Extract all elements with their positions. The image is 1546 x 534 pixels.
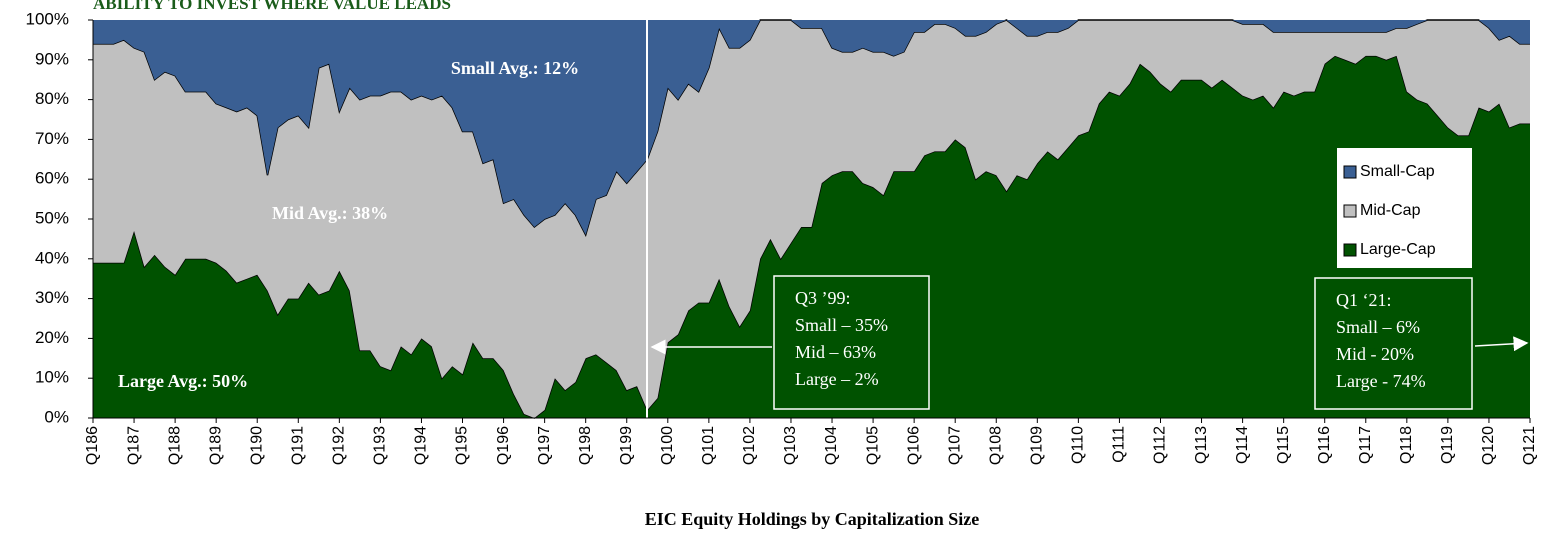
x-tick-label: Q195 (454, 426, 471, 465)
callout-text: Large – 2% (795, 369, 879, 389)
x-tick-label: Q108 (987, 426, 1004, 465)
x-tick-label: Q117 (1357, 426, 1374, 464)
y-tick-label: 70% (35, 129, 69, 148)
plot-area (93, 19, 1530, 419)
x-axis-title: EIC Equity Holdings by Capitalization Si… (645, 509, 980, 529)
area (93, 55, 1530, 418)
callout-box (773, 275, 930, 410)
x-tick-label: Q191 (290, 426, 307, 465)
annotation: Large Avg.: 50% (118, 371, 248, 391)
x-tick-label: Q102 (741, 426, 758, 465)
x-tick-label: Q187 (125, 426, 142, 465)
y-tick-label: 100% (26, 9, 69, 28)
x-tick-label: Q192 (331, 426, 348, 465)
legend-label: Mid-Cap (1360, 202, 1421, 219)
x-tick-label: Q190 (248, 426, 265, 465)
y-tick-label: 20% (35, 328, 69, 347)
x-tick-label: Q194 (413, 426, 430, 465)
chart-title: ABILITY TO INVEST WHERE VALUE LEADS (93, 0, 451, 13)
x-tick-label: Q199 (618, 426, 635, 465)
x-tick-label: Q186 (84, 426, 101, 465)
x-tick-label: Q189 (207, 426, 224, 465)
area (93, 20, 1530, 235)
y-tick-label: 10% (35, 368, 69, 387)
callout-box (1314, 277, 1473, 410)
annotation: Mid Avg.: 38% (272, 203, 388, 223)
callout-text: Mid - 20% (1336, 344, 1414, 364)
y-tick-label: 50% (35, 208, 69, 227)
callout-text: Q3 ’99: (795, 288, 851, 308)
area (93, 20, 1530, 418)
x-tick-label: Q100 (659, 426, 676, 465)
x-tick-label: Q120 (1480, 426, 1497, 465)
callout-text: Large - 74% (1336, 371, 1426, 391)
x-tick-label: Q114 (1234, 426, 1251, 464)
x-tick-label: Q197 (536, 426, 553, 465)
legend (1337, 148, 1472, 268)
x-tick-label: Q106 (905, 426, 922, 465)
x-tick-label: Q104 (823, 426, 840, 465)
y-tick-label: 80% (35, 89, 69, 108)
legend-swatch (1343, 165, 1357, 179)
x-tick-label: Q188 (166, 426, 183, 465)
callout-text: Small – 6% (1336, 317, 1420, 337)
callout-text: Mid – 63% (795, 342, 876, 362)
legend-label: Small-Cap (1360, 163, 1435, 180)
x-tick-label: Q109 (1029, 426, 1046, 465)
y-tick-label: 30% (35, 288, 69, 307)
y-tick-label: 60% (35, 169, 69, 188)
x-tick-label: Q111 (1111, 426, 1128, 463)
y-tick-label: 40% (35, 248, 69, 267)
x-tick-label: Q107 (946, 426, 963, 465)
x-tick-label: Q193 (372, 426, 389, 465)
x-tick-label: Q101 (700, 426, 717, 465)
callout-text: Small – 35% (795, 315, 888, 335)
x-tick-label: Q119 (1439, 426, 1456, 464)
x-tick-label: Q105 (864, 426, 881, 465)
x-tick-label: Q121 (1521, 426, 1538, 465)
y-tick-label: 90% (35, 49, 69, 68)
x-tick-label: Q112 (1152, 426, 1169, 464)
x-tick-label: Q118 (1398, 426, 1415, 464)
x-tick-label: Q196 (495, 426, 512, 465)
x-tick-label: Q113 (1193, 426, 1210, 464)
callout-text: Q1 ‘21: (1336, 290, 1392, 310)
y-tick-label: 0% (44, 407, 69, 426)
x-tick-label: Q110 (1070, 426, 1087, 464)
legend-swatch (1343, 204, 1357, 218)
x-tick-label: Q103 (782, 426, 799, 465)
x-tick-label: Q198 (577, 426, 594, 465)
annotation: Small Avg.: 12% (451, 58, 579, 78)
x-tick-label: Q115 (1275, 426, 1292, 464)
x-tick-label: Q116 (1316, 426, 1333, 464)
legend-label: Large-Cap (1360, 241, 1436, 258)
legend-swatch (1343, 243, 1357, 257)
callout-arrow (1474, 336, 1529, 352)
